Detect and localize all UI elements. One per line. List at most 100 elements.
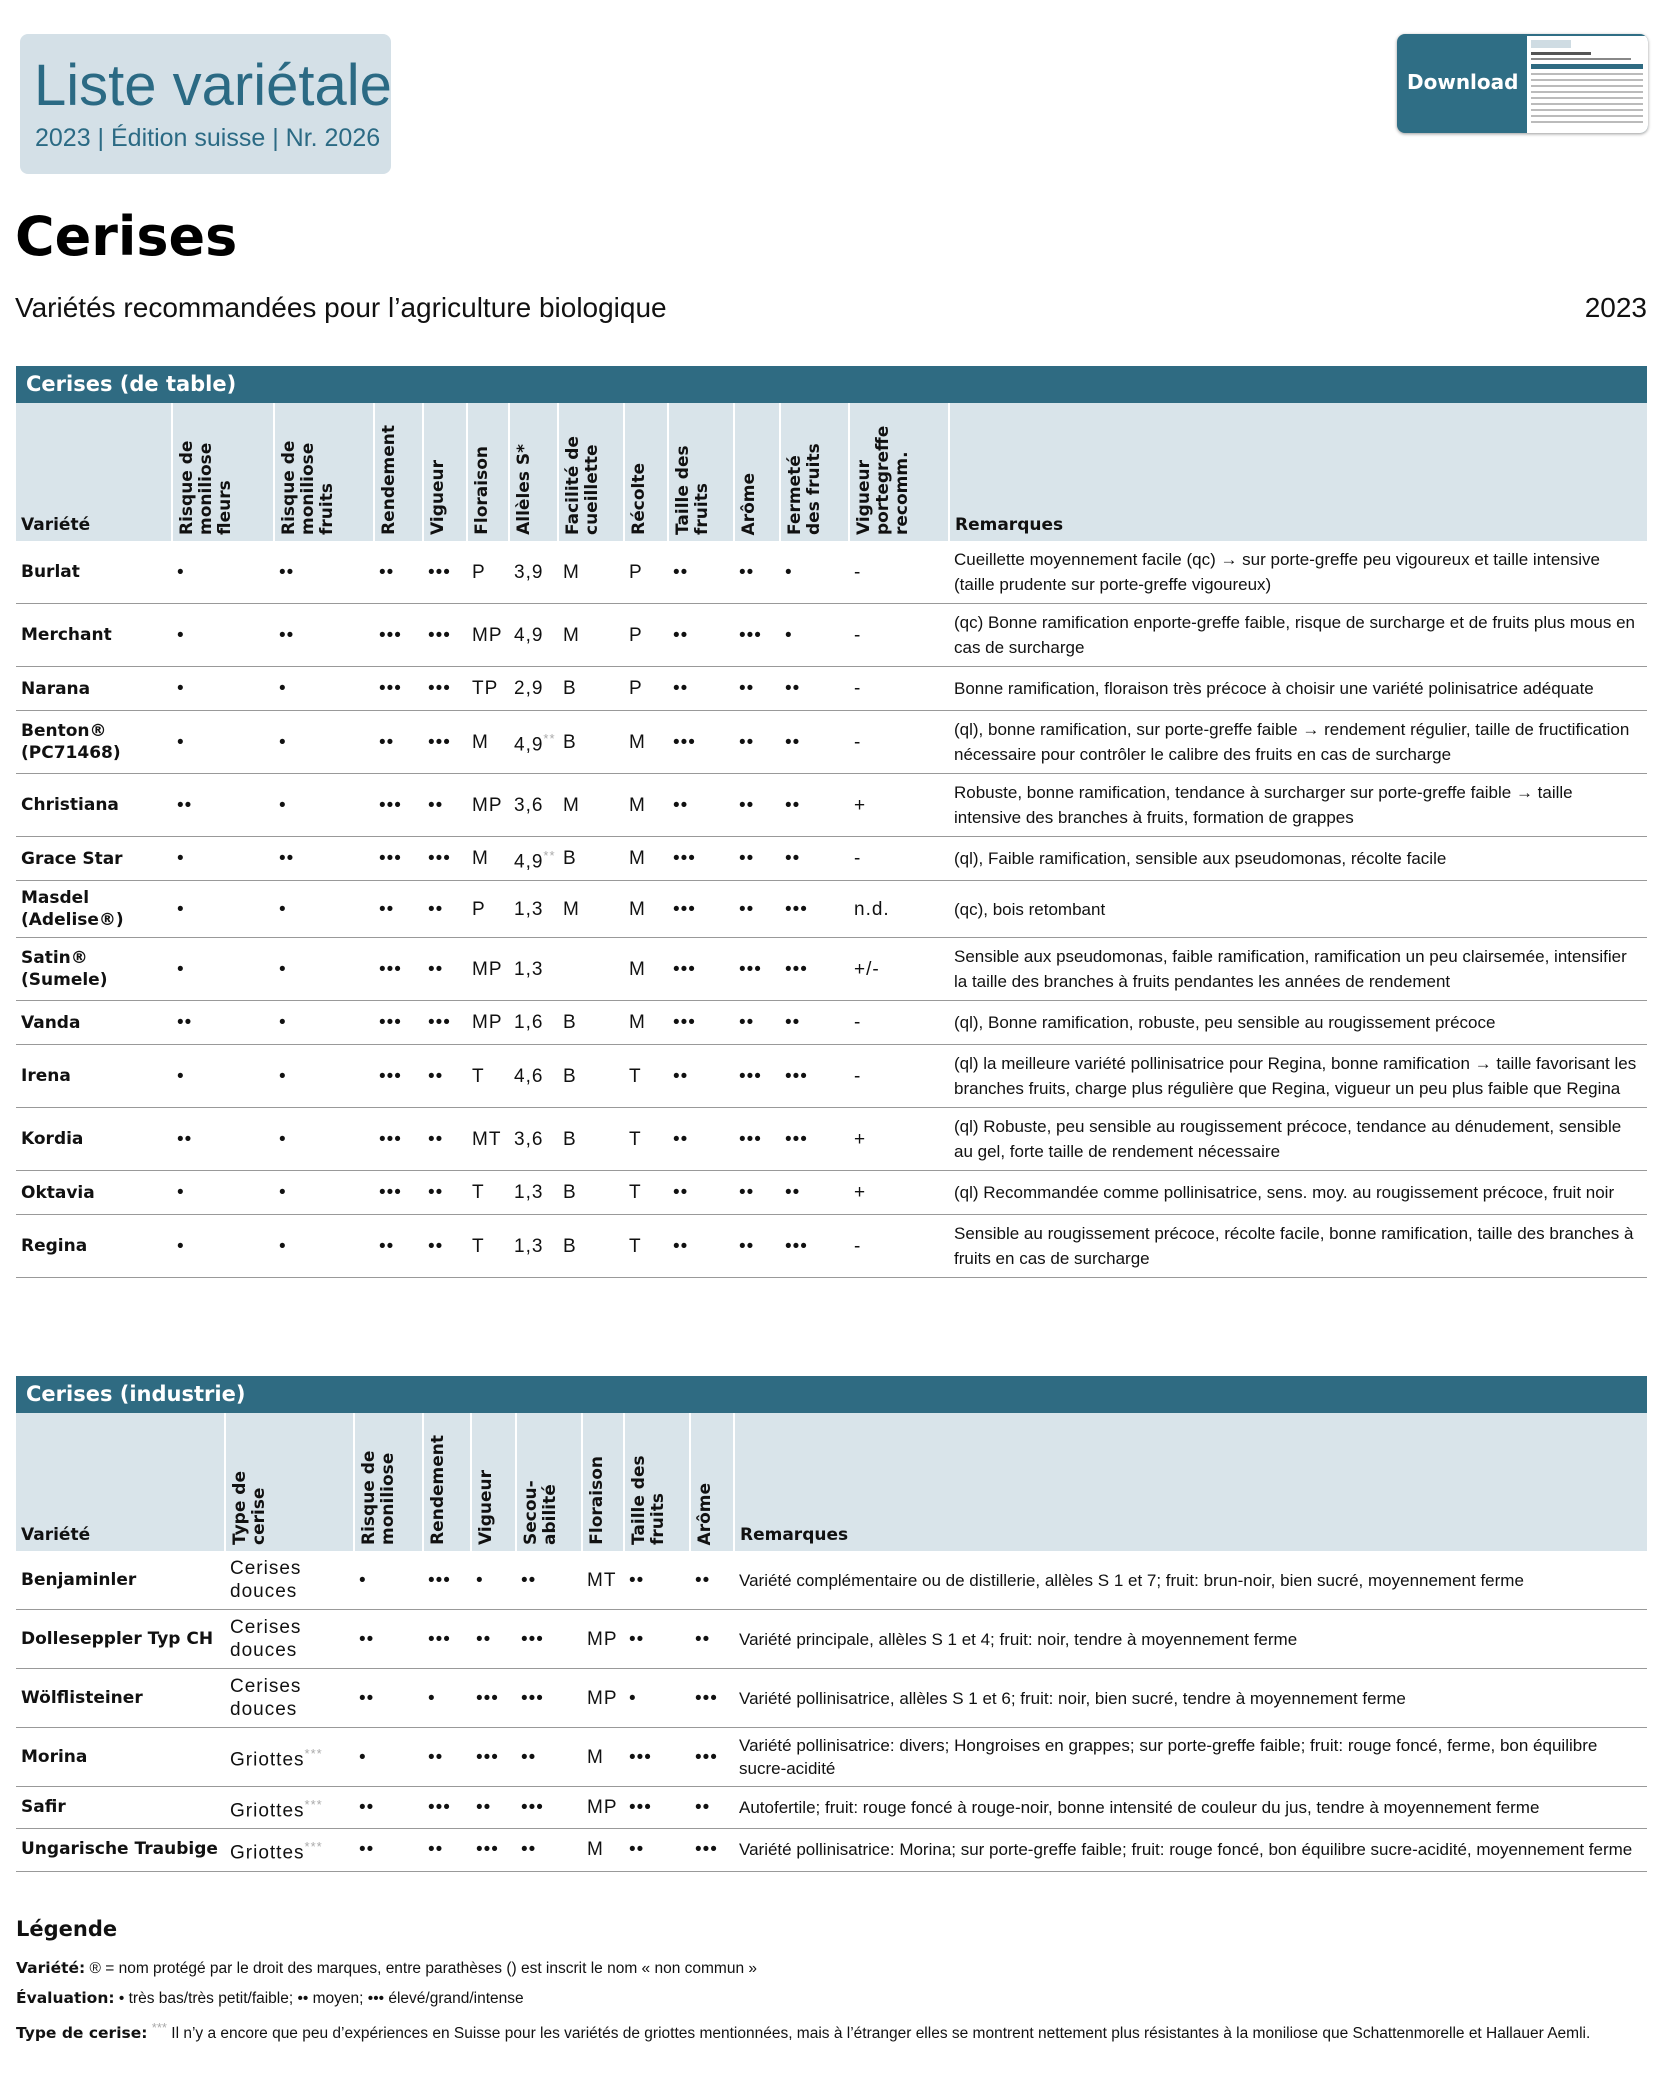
rating-cell: •• <box>624 1551 690 1610</box>
rating-cell: •• <box>668 1214 734 1279</box>
variety-name: Burlat <box>16 541 172 604</box>
rating-cell: P <box>467 541 509 604</box>
rating-cell: M <box>582 1727 624 1787</box>
table-row: Masdel (Adelise®) • • •• •• P 1,3 M M ••• •• ••• n.d… <box>16 880 1647 939</box>
table-row: Benton® (PC71468) • • •• ••• M 4,9** B M ••• •• •• -… <box>16 710 1647 774</box>
rating-cell: • <box>274 937 374 1002</box>
table-row: Narana • • ••• ••• TP 2,9 B P •• •• •• - Bonne ramifi… <box>16 666 1647 711</box>
legend-note: *** <box>151 2020 167 2035</box>
legend-item: Type de cerise: *** Il n’y a encore que … <box>16 2017 1647 2045</box>
rating-cell: T <box>467 1170 509 1216</box>
remark: (ql) Robuste, peu sensible au rougisseme… <box>949 1107 1647 1172</box>
rating-cell: •• <box>354 1828 423 1872</box>
rating-cell: •• <box>471 1609 516 1669</box>
rating-cell: - <box>849 603 949 667</box>
rating-cell: MP <box>582 1786 624 1830</box>
column-header-text: Vigueur <box>476 1470 496 1545</box>
rating-cell: • <box>624 1668 690 1728</box>
cell-text: Griottes <box>230 1749 305 1771</box>
remark: Sensible aux pseudomonas, faible ramific… <box>949 937 1647 1002</box>
variety-name: Regina <box>16 1214 172 1279</box>
column-header: Variété <box>16 1413 225 1551</box>
rating-cell: • <box>172 603 274 667</box>
column-header-text: Allèles S* <box>514 444 534 535</box>
table-row: Vanda •• • ••• ••• MP 1,6 B M ••• •• •• - (ql), Bonne… <box>16 1000 1647 1046</box>
download-button[interactable]: Download <box>1397 34 1648 133</box>
table-row: Kordia •• • ••• •• MT 3,6 B T •• ••• ••• + (ql) Robus… <box>16 1107 1647 1172</box>
column-header-text: Risque de moniliose fleurs <box>177 440 235 535</box>
table-row: Grace Star • •• ••• ••• M 4,9** B M ••• •• •• - (ql),… <box>16 836 1647 882</box>
table-row: Oktavia • • ••• •• T 1,3 B T •• •• •• + (ql) Recomman… <box>16 1170 1647 1216</box>
rating-cell: ••• <box>374 1044 423 1109</box>
rating-cell: Griottes*** <box>225 1828 354 1872</box>
column-header-text: Arôme <box>695 1482 715 1545</box>
rating-cell: •• <box>423 1170 467 1216</box>
rating-cell: •• <box>624 1828 690 1872</box>
column-header: Récolte <box>623 403 668 541</box>
rating-cell: MT <box>467 1107 509 1172</box>
remark: Variété principale, allèles S 1 et 4; fr… <box>734 1609 1647 1669</box>
rating-cell: + <box>849 773 949 837</box>
remark: Autofertile; fruit: rouge foncé à rouge-… <box>734 1786 1647 1830</box>
table-row: Morina Griottes*** • •• ••• •• M ••• ••• Variété … <box>16 1727 1647 1787</box>
rating-cell: •• <box>780 710 849 774</box>
rating-cell <box>558 937 624 1002</box>
rating-cell: •• <box>668 666 734 711</box>
legend-text: Il n’y a encore que peu d’expériences en… <box>171 2025 1591 2043</box>
rating-cell: •• <box>423 937 467 1002</box>
table-body: Benjaminler Cerises douces • ••• • •• MT •• •• Va… <box>16 1551 1647 1872</box>
rating-cell: •• <box>668 773 734 837</box>
rating-cell: •• <box>423 773 467 837</box>
variety-name: Vanda <box>16 1000 172 1046</box>
rating-cell: • <box>471 1551 516 1610</box>
rating-cell: • <box>274 710 374 774</box>
column-header: Remarques <box>948 403 1647 541</box>
column-header-text: Arôme <box>739 472 759 535</box>
rating-cell: MP <box>582 1668 624 1728</box>
rating-cell: •• <box>471 1786 516 1830</box>
rating-cell: •• <box>734 541 780 604</box>
rating-cell: •• <box>423 1828 471 1872</box>
rating-cell: • <box>172 541 274 604</box>
rating-cell: •• <box>172 1107 274 1172</box>
table-title: Cerises (industrie) <box>16 1376 1647 1413</box>
rating-cell: M <box>624 773 668 837</box>
rating-cell: •• <box>354 1786 423 1830</box>
rating-cell: 3,9 <box>509 541 558 604</box>
rating-cell: + <box>849 1170 949 1216</box>
column-header-text: Récolte <box>629 463 649 535</box>
rating-cell: B <box>558 1214 624 1279</box>
table-row: Christiana •• • ••• •• MP 3,6 M M •• •• •• + Robuste,… <box>16 773 1647 837</box>
rating-cell: MP <box>582 1609 624 1669</box>
rating-cell: ••• <box>516 1609 582 1669</box>
rating-cell: MT <box>582 1551 624 1610</box>
remark: Variété complémentaire ou de distillerie… <box>734 1551 1647 1610</box>
rating-cell: • <box>274 1044 374 1109</box>
rating-cell: M <box>624 937 668 1002</box>
variety-name: Wölflisteiner <box>16 1668 225 1728</box>
variety-name: Merchant <box>16 603 172 667</box>
column-header-text: Secou-abilité <box>521 1480 560 1545</box>
rating-cell: •• <box>374 880 423 939</box>
rating-cell: •• <box>668 541 734 604</box>
page-title: Cerises <box>15 205 238 268</box>
rating-cell: • <box>780 541 849 604</box>
column-header: Remarques <box>733 1413 1647 1551</box>
rating-cell: B <box>558 1000 624 1046</box>
rating-cell: ••• <box>374 773 423 837</box>
rating-cell: •• <box>274 541 374 604</box>
header-row: Variété Risque de moniliose fleurs Risque … <box>16 403 1647 541</box>
rating-cell: ••• <box>423 710 467 774</box>
remark: Robuste, bonne ramification, tendance à … <box>949 773 1647 837</box>
table-head: Variété Type de cerise Risque de moniliose… <box>16 1413 1647 1551</box>
rating-cell: MP <box>467 1000 509 1046</box>
rating-cell: •• <box>274 603 374 667</box>
rating-cell: •• <box>516 1551 582 1610</box>
rating-cell: B <box>558 1170 624 1216</box>
legend-label: Évaluation: <box>16 1989 115 2007</box>
rating-cell: P <box>467 880 509 939</box>
rating-cell: • <box>172 937 274 1002</box>
rating-cell: ••• <box>374 836 423 882</box>
rating-cell: 4,9** <box>509 836 558 882</box>
